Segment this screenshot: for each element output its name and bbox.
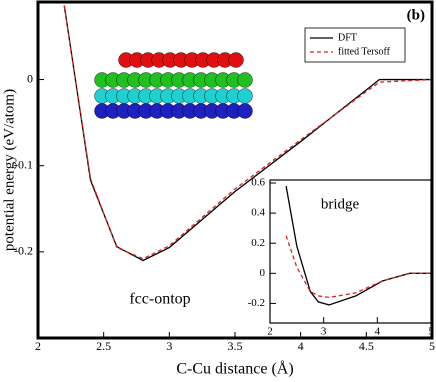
plot-frame — [36, 0, 434, 340]
atom — [237, 72, 253, 88]
x-tick-label: 3 — [166, 339, 172, 353]
x-tick-label: 5 — [428, 326, 434, 338]
y-tick-label: 0.2 — [251, 237, 265, 249]
y-axis-label: potential energy (eV/atom) — [1, 89, 17, 251]
inset-frame — [269, 179, 432, 324]
y-tick-label: 0.4 — [251, 207, 265, 219]
annotation: bridge — [321, 196, 360, 212]
annotation: (b) — [407, 7, 425, 23]
x-tick-label: 4 — [298, 339, 304, 353]
atom-illustration — [94, 52, 253, 119]
x-tick-label: 5 — [429, 339, 435, 353]
x-tick-label: 2.5 — [96, 339, 111, 353]
annotation: fcc-ontop — [129, 291, 190, 308]
x-tick-label: 3.5 — [228, 339, 243, 353]
legend-box — [304, 27, 406, 63]
legend-label: fitted Tersoff — [338, 46, 391, 57]
y-tick-label: -0.2 — [14, 244, 33, 258]
x-axis-label: C-Cu distance (Å) — [176, 360, 293, 378]
y-tick-label: 0 — [260, 267, 266, 279]
atom — [237, 88, 253, 104]
y-tick-label: 0 — [27, 71, 33, 85]
y-tick-label: -0.2 — [248, 297, 265, 309]
atom — [228, 52, 244, 68]
x-tick-label: 4 — [375, 326, 381, 338]
series-line — [63, 5, 433, 260]
y-tick-label: 0.6 — [251, 177, 265, 189]
x-tick-label: 4.5 — [359, 339, 374, 353]
x-tick-label: 3 — [321, 326, 327, 338]
legend-label: DFT — [338, 32, 357, 43]
atom — [237, 103, 253, 119]
y-tick-label: -0.1 — [14, 157, 33, 171]
x-tick-label: 2 — [267, 326, 273, 338]
x-tick-label: 2 — [35, 339, 41, 353]
series-line — [285, 235, 431, 299]
inset-background — [270, 180, 431, 323]
